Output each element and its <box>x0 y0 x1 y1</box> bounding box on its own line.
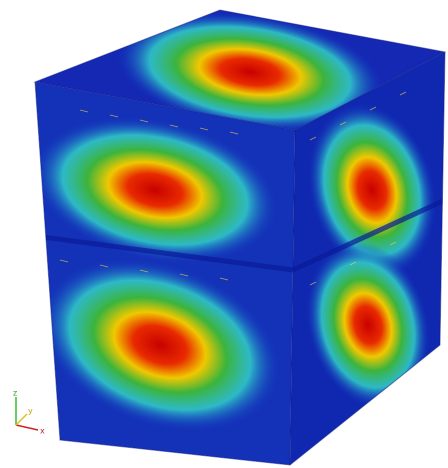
cube-front <box>15 82 305 465</box>
visualization: x y z <box>0 0 448 468</box>
x-label: x <box>40 427 45 436</box>
y-axis <box>16 414 27 425</box>
z-label: z <box>13 389 17 398</box>
axes-triad: x y z <box>13 389 45 436</box>
y-label: y <box>28 407 33 416</box>
x-axis <box>16 425 38 430</box>
page: x y z (() => { const data = JSON.parse(d… <box>0 0 448 468</box>
